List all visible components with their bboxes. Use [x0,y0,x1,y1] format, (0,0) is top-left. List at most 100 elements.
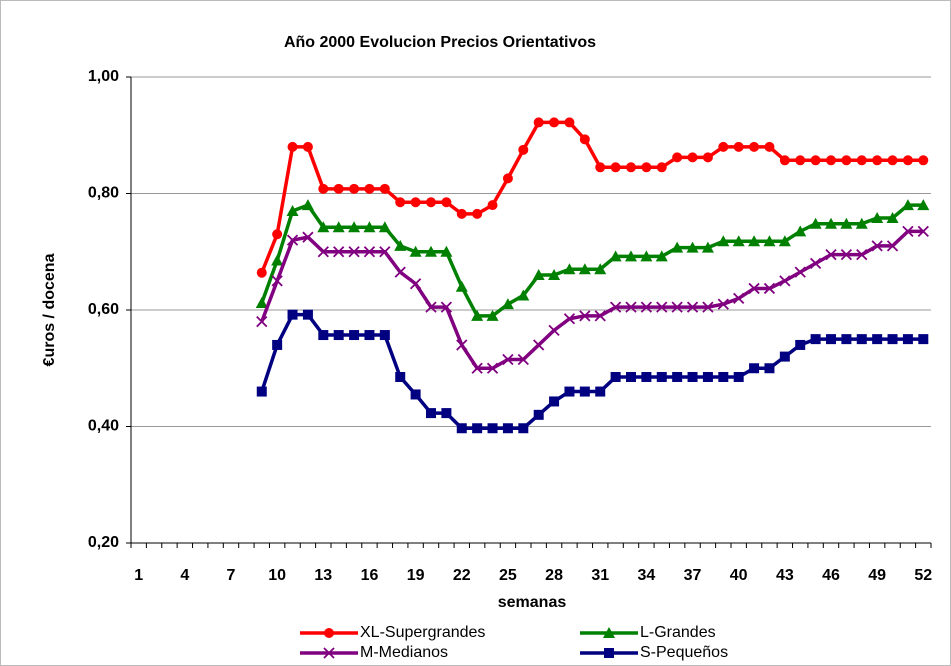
data-point [641,162,652,173]
data-point [763,235,776,247]
data-point [640,301,653,313]
data-point [502,353,514,366]
data-point [425,245,437,257]
data-point [856,334,867,345]
data-point [579,310,591,322]
data-point [256,386,267,397]
x-tick-label: 49 [868,567,886,584]
data-point [794,225,807,237]
data-point [795,155,806,166]
data-point [609,250,622,262]
legend-marker [604,648,614,658]
data-point [855,217,868,229]
data-point [717,298,729,310]
data-point [379,330,390,341]
x-tick-label: 7 [227,567,236,584]
x-tick-label: 19 [407,567,425,584]
data-point [578,263,591,275]
data-point [672,371,683,382]
data-point [533,409,544,420]
data-point [349,183,360,194]
data-point [255,297,268,309]
data-point [533,339,545,351]
data-point [563,263,576,275]
data-point [317,221,330,233]
data-point [487,200,498,211]
data-point [610,371,621,382]
legend-marker [603,627,615,638]
data-point [686,241,699,253]
data-point [333,183,344,194]
data-point [841,334,852,345]
data-point [686,301,699,313]
data-point [671,301,683,313]
data-point [426,197,436,208]
data-point [917,199,930,211]
data-point [286,204,299,216]
data-point [287,309,298,320]
data-point [655,250,668,262]
data-point [425,301,437,313]
data-point [810,155,821,166]
x-tick-label: 28 [545,567,563,584]
data-point [671,241,684,253]
data-point [318,330,329,341]
data-point [902,225,914,237]
data-point [749,363,760,374]
x-tick-label: 46 [822,567,840,584]
data-point [901,199,914,211]
data-point [471,309,484,321]
data-point [564,117,575,128]
data-point [409,245,422,257]
data-point [440,245,453,257]
data-point [902,155,913,166]
data-point [625,250,637,262]
data-point [549,396,560,407]
data-point [486,309,499,321]
data-point [733,292,745,304]
data-point [902,334,913,345]
data-point [395,197,406,208]
data-point [687,371,698,382]
data-point [348,221,361,233]
data-point [441,197,452,208]
data-point [640,250,653,262]
data-point [826,334,836,345]
data-point [395,371,406,382]
data-point [779,351,790,362]
data-point [887,334,898,345]
x-tick-label: 16 [361,567,379,584]
data-point [501,298,514,310]
data-point [455,280,468,292]
data-point [379,246,391,258]
data-point [718,371,729,382]
data-point [886,211,899,223]
legend-label: L-Grandes [640,624,716,641]
data-point [394,239,407,251]
data-point [301,199,314,211]
y-tick-label: 0,40 [88,418,119,435]
data-point [256,316,268,328]
data-point [717,235,730,247]
data-point [456,208,467,219]
data-point [533,117,544,128]
data-point [549,117,560,128]
data-point [656,162,667,173]
data-point [302,141,313,152]
data-point [794,266,806,278]
y-tick-label: 0,20 [88,534,119,551]
data-point [441,408,452,419]
data-point [626,162,636,173]
data-point [271,275,283,287]
data-point [840,217,853,229]
x-tick-label: 22 [453,567,471,584]
data-point [272,339,283,350]
data-point [426,408,436,419]
data-point [579,134,590,145]
y-axis-title: €uros / docena [41,253,58,366]
data-point [749,141,760,152]
data-point [826,155,836,166]
data-point [471,362,483,374]
data-point [518,423,529,434]
